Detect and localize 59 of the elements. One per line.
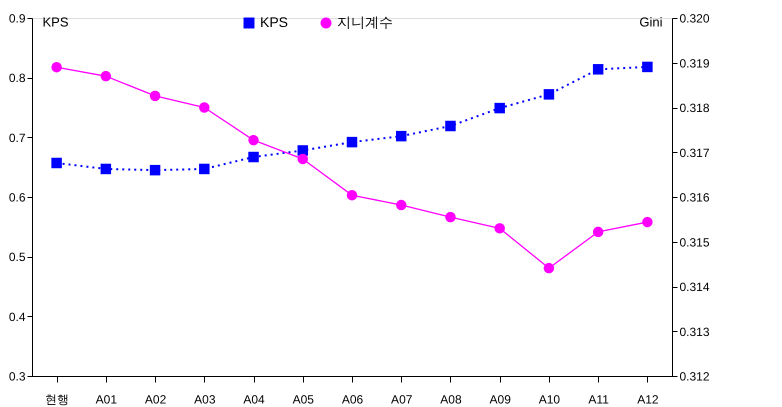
point — [150, 164, 160, 176]
y-tick-label: 0.3 — [8, 370, 26, 384]
y2-tick-label: 0.316 — [680, 190, 710, 204]
point — [445, 120, 456, 132]
y2-axis-title: Gini — [639, 14, 663, 30]
point — [199, 164, 210, 174]
point — [199, 102, 210, 113]
x-tick-label: A02 — [144, 392, 167, 406]
y2-tick-label: 0.315 — [680, 235, 710, 250]
point — [346, 136, 358, 148]
y2-tick-label: 0.318 — [680, 101, 710, 115]
y-tick-label: 0.4 — [8, 310, 26, 324]
point — [642, 216, 653, 228]
point — [544, 89, 554, 100]
x-tick-label: A05 — [292, 392, 314, 406]
x-tick-label: A06 — [342, 392, 364, 406]
x-tick-label: A12 — [637, 392, 659, 406]
point — [298, 145, 308, 156]
x-tick-label: A08 — [440, 392, 462, 406]
x-tick-label: A07 — [391, 392, 413, 406]
point — [544, 262, 554, 274]
point — [642, 62, 653, 72]
x-tick-label: A01 — [96, 392, 118, 406]
point — [592, 226, 604, 238]
y-tick-label: 0.7 — [8, 130, 26, 145]
y-tick-label: 0.6 — [8, 190, 26, 204]
point — [150, 90, 160, 102]
point — [396, 130, 406, 142]
y-tick-label: 0.9 — [8, 12, 26, 26]
x-tick-label: A09 — [490, 392, 512, 406]
x-tick-label: A03 — [194, 392, 216, 406]
y2-tick-label: 0.313 — [680, 324, 710, 339]
y2-tick-label: 0.312 — [680, 370, 710, 384]
y-tick-label: 0.5 — [8, 250, 26, 264]
x-tick-label: A11 — [588, 392, 610, 406]
point — [51, 62, 62, 72]
point — [346, 190, 358, 200]
point — [592, 64, 604, 75]
point — [298, 154, 308, 164]
point — [494, 223, 505, 234]
y2-tick-label: 0.314 — [680, 280, 710, 294]
y2-tick-label: 0.317 — [680, 146, 710, 160]
y-tick-label: 0.8 — [8, 71, 26, 86]
point — [100, 164, 112, 174]
legend-label: KPS — [260, 14, 288, 30]
x-tick-label: 현행 — [45, 392, 70, 406]
y2-tick-label: 0.319 — [680, 56, 710, 70]
legend-label: 지니계수 — [337, 14, 393, 30]
point — [51, 158, 62, 168]
x-tick-label: A04 — [243, 392, 266, 406]
point — [100, 70, 112, 82]
point — [248, 134, 259, 146]
y-axis-title: KPS — [42, 14, 69, 30]
point — [494, 102, 505, 114]
point — [445, 212, 456, 222]
point — [248, 152, 259, 162]
y2-tick-label: 0.320 — [680, 12, 710, 26]
point — [396, 200, 406, 210]
x-tick-label: A10 — [538, 392, 560, 406]
